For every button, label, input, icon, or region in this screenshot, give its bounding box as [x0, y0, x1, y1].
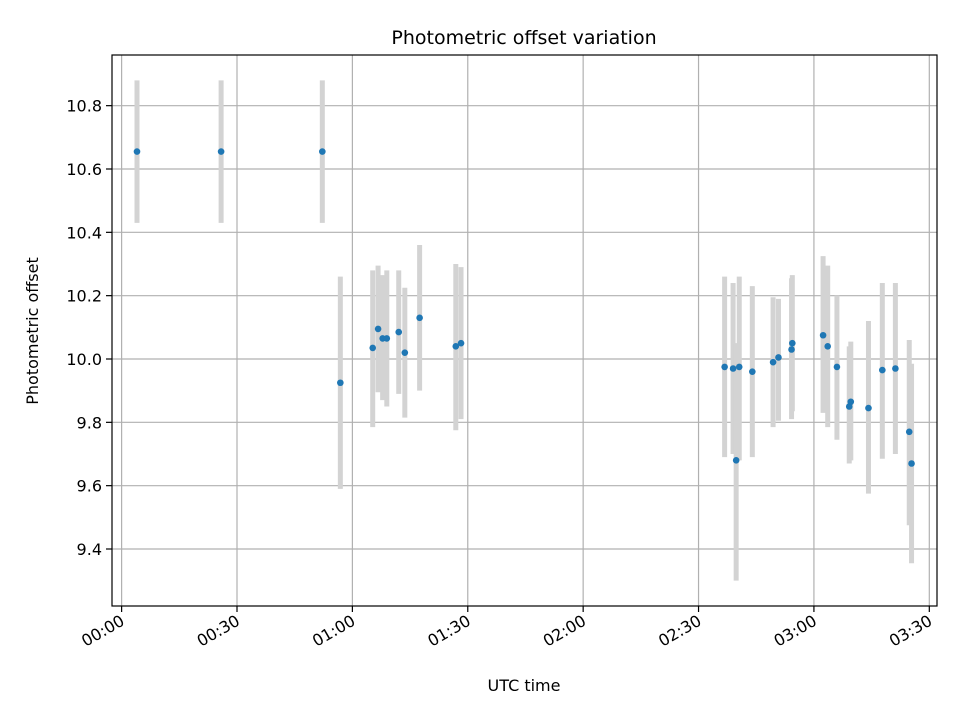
y-axis-ticks: 9.4 9.6 9.8 10.0 10.2 10.4 10.6 10.8 — [66, 97, 112, 559]
error-bars — [134, 80, 915, 581]
data-point — [824, 343, 832, 350]
y-tick-label: 10.4 — [66, 223, 102, 242]
data-points — [133, 148, 915, 467]
data-point — [847, 398, 855, 406]
grid — [112, 55, 937, 606]
data-point — [749, 368, 756, 375]
x-tick-label: 02:00 — [540, 611, 589, 651]
x-tick-label: 02:30 — [655, 611, 704, 651]
y-axis-label: Photometric offset — [23, 257, 42, 405]
data-point — [908, 460, 915, 467]
data-point — [892, 365, 899, 372]
data-point — [369, 344, 377, 352]
y-tick-label: 9.6 — [77, 477, 102, 496]
data-point — [865, 404, 872, 412]
x-tick-label: 03:00 — [770, 611, 819, 651]
data-point — [337, 379, 344, 387]
data-point — [732, 457, 740, 464]
data-point — [416, 314, 423, 322]
data-point — [383, 335, 391, 342]
y-tick-label: 10.2 — [66, 287, 102, 306]
x-tick-label: 00:30 — [194, 611, 243, 651]
data-point — [395, 328, 403, 336]
data-point — [769, 358, 777, 366]
plot-area-frame — [111, 54, 938, 607]
data-point — [879, 366, 886, 374]
data-point — [401, 349, 409, 356]
data-point — [789, 339, 796, 347]
data-point — [819, 331, 827, 339]
data-point — [729, 365, 737, 372]
y-tick-label: 9.8 — [77, 413, 102, 432]
x-tick-label: 03:30 — [886, 611, 935, 651]
x-axis-label: UTC time — [488, 676, 561, 695]
data-point — [788, 346, 795, 353]
data-point — [374, 325, 382, 333]
data-point — [133, 148, 141, 155]
y-tick-label: 10.6 — [66, 160, 102, 179]
y-tick-label: 10.0 — [66, 350, 102, 369]
data-point — [721, 363, 728, 371]
data-point — [833, 363, 841, 371]
y-tick-label: 9.4 — [77, 540, 102, 559]
data-point — [735, 363, 743, 371]
data-point — [905, 428, 913, 436]
data-point — [217, 148, 225, 155]
x-tick-label: 01:30 — [424, 611, 473, 651]
x-tick-label: 00:00 — [78, 611, 127, 651]
chart-title: Photometric offset variation — [391, 27, 656, 49]
x-axis-ticks: 00:00 00:30 01:00 01:30 02:00 02:30 03:00 03:30 — [78, 606, 935, 651]
x-tick-label: 01:00 — [309, 611, 358, 651]
data-point — [319, 148, 326, 155]
data-point — [457, 339, 465, 347]
data-point — [775, 354, 782, 361]
data-point — [452, 343, 460, 350]
y-tick-label: 10.8 — [66, 97, 102, 116]
